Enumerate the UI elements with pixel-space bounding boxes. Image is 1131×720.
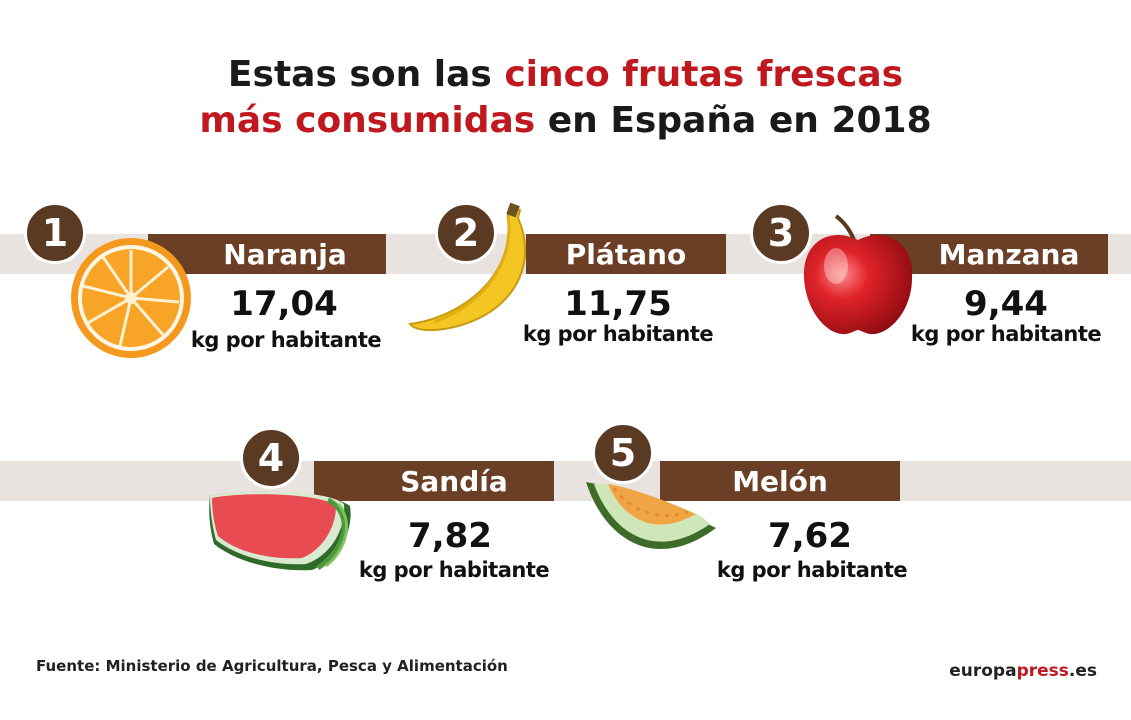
brand-pre: europa xyxy=(949,661,1017,681)
fruit-unit: kg por habitante xyxy=(910,322,1102,346)
row2-band xyxy=(0,461,1131,501)
fruit-value: 17,04 xyxy=(230,284,338,324)
fruit-unit: kg por habitante xyxy=(358,558,550,582)
melon-icon xyxy=(586,482,716,550)
title-line1-accent: cinco frutas frescas xyxy=(504,54,904,95)
title-line2-post: en España en 2018 xyxy=(535,100,932,141)
title-line2-accent: más consumidas xyxy=(199,100,536,141)
fruit-name: Naranja xyxy=(223,237,347,271)
rank-badge: 2 xyxy=(435,202,497,264)
fruit-name: Melón xyxy=(732,464,828,498)
fruit-name-tag: Naranja xyxy=(148,234,386,274)
fruit-unit: kg por habitante xyxy=(716,558,908,582)
fruit-name: Plátano xyxy=(565,237,687,271)
brand-logo: europapress.es xyxy=(949,661,1097,681)
fruit-name: Manzana xyxy=(938,237,1080,271)
banana-icon xyxy=(408,202,527,332)
fruit-unit: kg por habitante xyxy=(522,322,714,346)
fruit-name-tag: Melón xyxy=(660,461,900,501)
source-note: Fuente: Ministerio de Agricultura, Pesca… xyxy=(36,657,508,675)
rank-badge: 1 xyxy=(24,202,86,264)
brand-accent: press xyxy=(1016,661,1069,681)
rank-badge: 4 xyxy=(240,427,302,489)
fruit-name-tag: Plátano xyxy=(526,234,726,274)
rank-badge: 3 xyxy=(750,202,812,264)
title-line1-pre: Estas son las xyxy=(227,54,505,95)
page-title: Estas son las cinco frutas frescas más c… xyxy=(0,52,1131,144)
orange-icon xyxy=(71,238,191,358)
apple-icon xyxy=(803,214,913,335)
fruit-name: Sandía xyxy=(400,464,508,498)
fruit-value: 9,44 xyxy=(964,284,1048,324)
fruit-unit: kg por habitante xyxy=(190,328,382,352)
watermelon-icon xyxy=(209,491,351,571)
rank-badge: 5 xyxy=(592,422,654,484)
fruit-value: 7,62 xyxy=(768,516,852,556)
fruit-value: 11,75 xyxy=(564,284,672,324)
fruit-name-tag: Sandía xyxy=(314,461,554,501)
brand-post: .es xyxy=(1068,661,1097,681)
fruit-value: 7,82 xyxy=(408,516,492,556)
